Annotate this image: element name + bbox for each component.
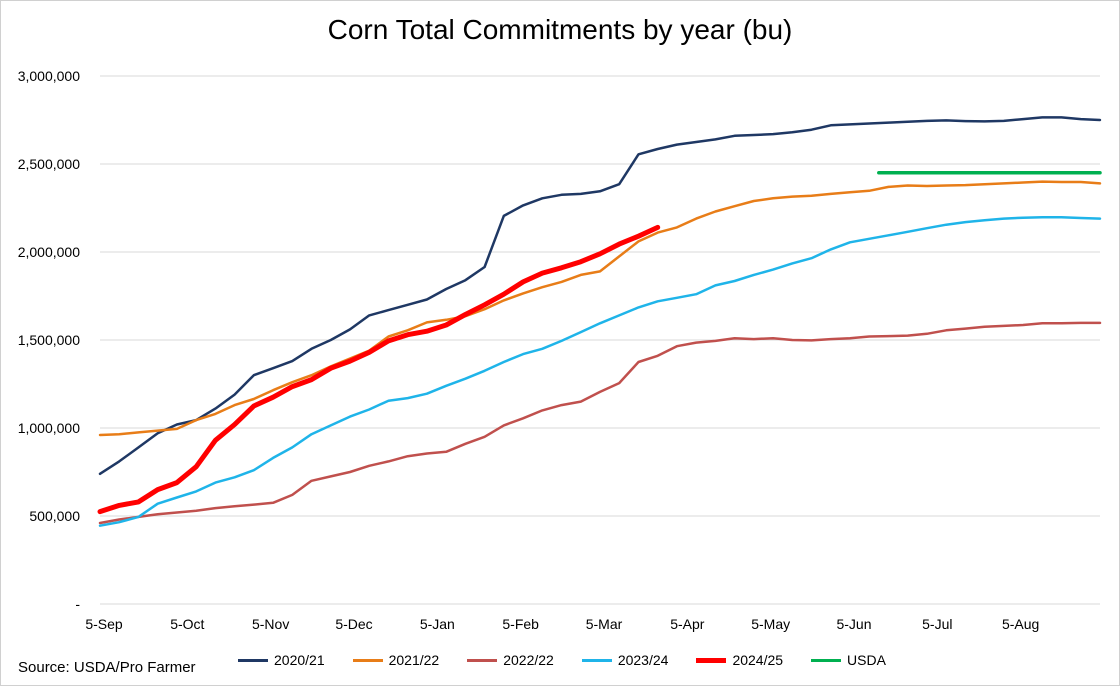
legend-item: USDA (811, 652, 886, 668)
x-tick-label: 5-Jun (836, 616, 871, 632)
x-tick-label: 5-Jan (420, 616, 455, 632)
x-tick-label: 5-Oct (170, 616, 204, 632)
legend-label: 2022/22 (503, 652, 554, 668)
series-line-2020-21 (98, 116, 1102, 476)
y-tick-label: 2,500,000 (18, 156, 80, 172)
legend-label: USDA (847, 652, 886, 668)
series-line-2022-22 (98, 321, 1102, 525)
legend-swatch (352, 658, 383, 662)
legend-label: 2024/25 (732, 652, 784, 668)
series-lines (97, 116, 1102, 527)
x-tick-label: 5-Dec (335, 616, 372, 632)
y-axis-ticks: - 500,000 1,000,000 1,500,000 2,000,000 2,500… (18, 68, 81, 612)
y-tick-label: 1,500,000 (18, 332, 80, 348)
legend-swatch (811, 658, 842, 662)
y-tick-label: 3,000,000 (18, 68, 80, 84)
x-tick-label: 5-Aug (1002, 616, 1039, 632)
legend-item: 2020/21 (238, 652, 325, 668)
x-tick-label: 5-Feb (502, 616, 539, 632)
x-axis: 5-Sep 5-Oct 5-Nov 5-Dec 5-Jan 5-Feb 5-Mar 5-Apr… (85, 603, 1100, 632)
y-tick-label: 2,000,000 (18, 244, 80, 260)
x-tick-label: 5-Mar (586, 616, 623, 632)
x-tick-label: 5-Apr (670, 616, 705, 632)
series-line-2024-25 (97, 224, 661, 515)
legend-item: 2024/25 (696, 652, 783, 668)
legend-item: 2021/22 (352, 652, 440, 668)
legend-swatch (467, 658, 498, 662)
x-tick-label: 5-Nov (252, 616, 289, 632)
legend-label: 2021/22 (388, 652, 440, 668)
legend-swatch (238, 658, 268, 662)
legend-label: 2020/21 (274, 652, 325, 668)
x-tick-label: 5-Jul (922, 616, 952, 632)
y-tick-label: 500,000 (29, 508, 80, 524)
legend-label: 2023/24 (617, 652, 669, 668)
source-note: Source: USDA/Pro Farmer (18, 659, 196, 676)
series-line-2021-22 (98, 180, 1102, 437)
legend-item: 2022/22 (467, 652, 554, 668)
y-tick-label: 1,000,000 (18, 420, 80, 436)
legend-item: 2023/24 (581, 652, 669, 668)
x-tick-label: 5-May (751, 616, 790, 632)
series-line-2023-24 (98, 215, 1102, 527)
gridlines (100, 75, 1100, 605)
legend-swatch (581, 658, 612, 662)
x-tick-label: 5-Sep (85, 616, 123, 632)
chart-title: Corn Total Commitments by year (bu) (327, 14, 793, 45)
legend-swatch (696, 657, 727, 663)
legend: 2020/21 2021/22 2022/22 2023/24 2024/25 USDA (238, 650, 914, 670)
y-tick-label: - (75, 596, 80, 612)
